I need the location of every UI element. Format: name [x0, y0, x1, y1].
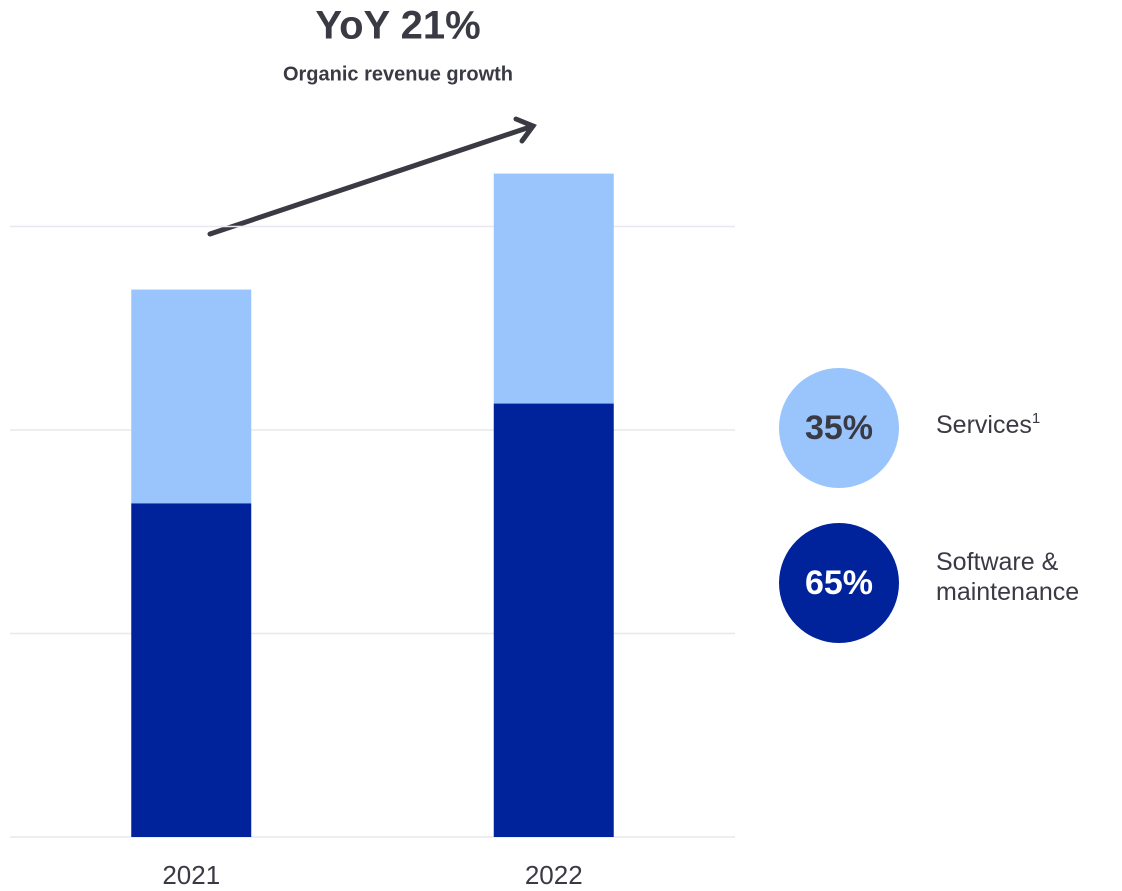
legend-share: 65%	[805, 564, 873, 602]
legend-share: 35%	[805, 409, 873, 447]
chart-title: YoY 21%	[315, 4, 480, 48]
bar-segment	[493, 403, 614, 837]
x-tick-label: 2021	[162, 860, 220, 890]
growth-arrow	[207, 116, 537, 237]
bar-segment	[131, 289, 252, 504]
legend-label: Services1	[936, 404, 1116, 440]
legend-swatch	[779, 368, 899, 488]
legend-name: Software & maintenance	[936, 548, 1080, 606]
chart-subtitle: Organic revenue growth	[283, 63, 513, 85]
footnote-marker: 1	[1031, 410, 1041, 427]
legend-label: Software & maintenance	[936, 547, 1116, 607]
legend-name: Services	[936, 411, 1032, 439]
bar-segment	[131, 503, 252, 837]
bar-segment	[493, 173, 614, 404]
x-tick-label: 2022	[525, 860, 583, 890]
legend-swatch	[779, 523, 899, 643]
